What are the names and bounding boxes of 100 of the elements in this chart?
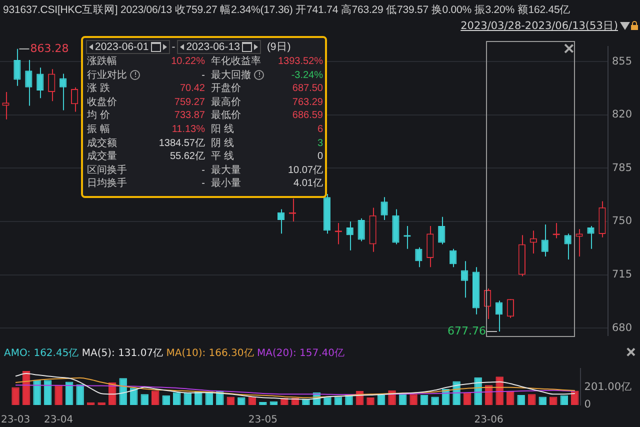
candlestick xyxy=(358,218,365,242)
annotation: 最大回撤 xyxy=(211,70,251,81)
y-tick-label: 855 xyxy=(612,55,632,68)
annotation: 区间换手 xyxy=(87,164,127,176)
annotation: - xyxy=(202,164,205,176)
text: (9日) xyxy=(266,40,291,54)
y-tick-label: 201.00亿 xyxy=(584,381,632,394)
annotation: 6 xyxy=(317,124,323,135)
bar xyxy=(130,388,138,405)
x-tick-label: 23-06 xyxy=(474,414,504,426)
annotation: 行业对比 xyxy=(87,70,127,81)
annotation: 677.76 xyxy=(447,324,486,338)
annotation: 733.87 xyxy=(174,110,205,122)
bar xyxy=(119,378,127,405)
bar xyxy=(12,387,20,405)
annotation: 最大量 xyxy=(211,164,241,176)
annotation: 涨跌幅 xyxy=(87,56,117,67)
candlestick xyxy=(576,228,583,257)
annotation: 759.27 xyxy=(174,96,205,108)
annotation: 686.59 xyxy=(292,110,323,122)
annotation: 1393.52% xyxy=(278,56,323,67)
annotation: 0 xyxy=(317,151,323,162)
annotation: 日均换手 xyxy=(87,178,127,190)
annotation: 最小量 xyxy=(211,178,241,190)
annotation: -3.24% xyxy=(291,70,323,81)
line-series xyxy=(15,384,576,396)
bar xyxy=(506,392,514,405)
annotation: 10.07亿 xyxy=(288,164,323,176)
chart-title: 2023-06-01 - 2023-06-13 xyxy=(95,40,240,52)
bar xyxy=(205,392,214,405)
candlestick xyxy=(60,73,67,111)
y-tick-label: 785 xyxy=(612,162,632,174)
y-tick-label: 680 xyxy=(612,322,632,334)
bar xyxy=(270,401,278,405)
candlestick xyxy=(48,68,56,102)
annotation: 11.13% xyxy=(172,124,205,135)
x-tick-label: 23-05 xyxy=(248,414,278,426)
annotation: 开盘价 xyxy=(211,83,241,94)
line-series xyxy=(15,373,576,400)
candlestick xyxy=(2,91,10,120)
annotation: 年化收益率 xyxy=(211,56,261,67)
annotation: 70.42 xyxy=(180,83,205,94)
bar xyxy=(571,390,579,405)
candlestick xyxy=(277,208,285,234)
bar xyxy=(44,380,52,405)
text: MA(10): 166.30亿 xyxy=(166,348,255,359)
candlestick xyxy=(450,248,457,268)
candlestick xyxy=(564,233,572,260)
annotation: 成交额 xyxy=(87,138,117,149)
line-series xyxy=(15,377,576,398)
x-tick-label: 23-03 xyxy=(1,414,30,426)
annotation: 763.29 xyxy=(292,96,323,108)
candlestick xyxy=(438,216,446,245)
candlestick xyxy=(426,226,434,268)
candlestick xyxy=(461,260,468,298)
bar xyxy=(54,385,62,405)
candlestick xyxy=(506,298,514,319)
annotation: - xyxy=(202,70,205,81)
annotation: 成交量 xyxy=(87,151,117,162)
annotation: 收盘价 xyxy=(87,96,117,108)
bar xyxy=(496,376,504,405)
chart-subtitle: 2023/03/28-2023/06/13(53日) xyxy=(460,19,618,33)
candlestick xyxy=(380,196,388,220)
candlestick xyxy=(25,60,32,106)
y-tick-label: 715 xyxy=(612,268,632,281)
annotation: 阴 线 xyxy=(211,138,234,149)
annotation: 平 线 xyxy=(211,151,234,162)
bar xyxy=(76,384,84,405)
candlestick xyxy=(541,224,548,257)
annotation: 3 xyxy=(317,138,323,149)
bar xyxy=(151,390,160,405)
annotation: 最高价 xyxy=(211,96,241,108)
annotation: 均 价 xyxy=(87,110,110,122)
annotation: 1384.57亿 xyxy=(158,138,205,149)
annotation: 687.50 xyxy=(292,83,323,94)
annotation: 涨 跌 xyxy=(87,83,110,94)
candlestick xyxy=(495,300,503,332)
y-tick-label: 750 xyxy=(612,215,632,228)
candlestick xyxy=(346,220,354,251)
bar xyxy=(33,380,41,405)
text: MA(5): 131.07亿 xyxy=(82,348,164,359)
candlestick xyxy=(14,48,21,86)
bar xyxy=(259,402,267,405)
annotation: 阳 线 xyxy=(211,124,234,135)
annotation: 最低价 xyxy=(211,110,241,122)
candlestick xyxy=(415,246,422,268)
annotation: 10.22% xyxy=(171,56,205,67)
candlestick xyxy=(36,67,44,99)
annotation: 863.28 xyxy=(30,42,69,55)
x-tick-label: 23-04 xyxy=(44,414,74,426)
candlestick xyxy=(71,86,78,112)
text: AMO: 162.45亿 xyxy=(4,348,80,359)
annotation: - xyxy=(202,178,205,190)
y-tick-label: 820 xyxy=(612,108,632,121)
candlestick xyxy=(530,230,537,254)
annotation: 55.62亿 xyxy=(170,151,205,162)
bar xyxy=(65,382,74,405)
annotation: 4.01亿 xyxy=(294,178,323,190)
text: MA(20): 157.40亿 xyxy=(256,348,345,359)
chart-title: 931637.CSI[HKC互联网] 2023/06/13 收759.27 幅2.34%(17.36) 开741.74 高763.29 低739.57 换0.00% 振3.20% 额162.45亿 xyxy=(3,3,571,17)
